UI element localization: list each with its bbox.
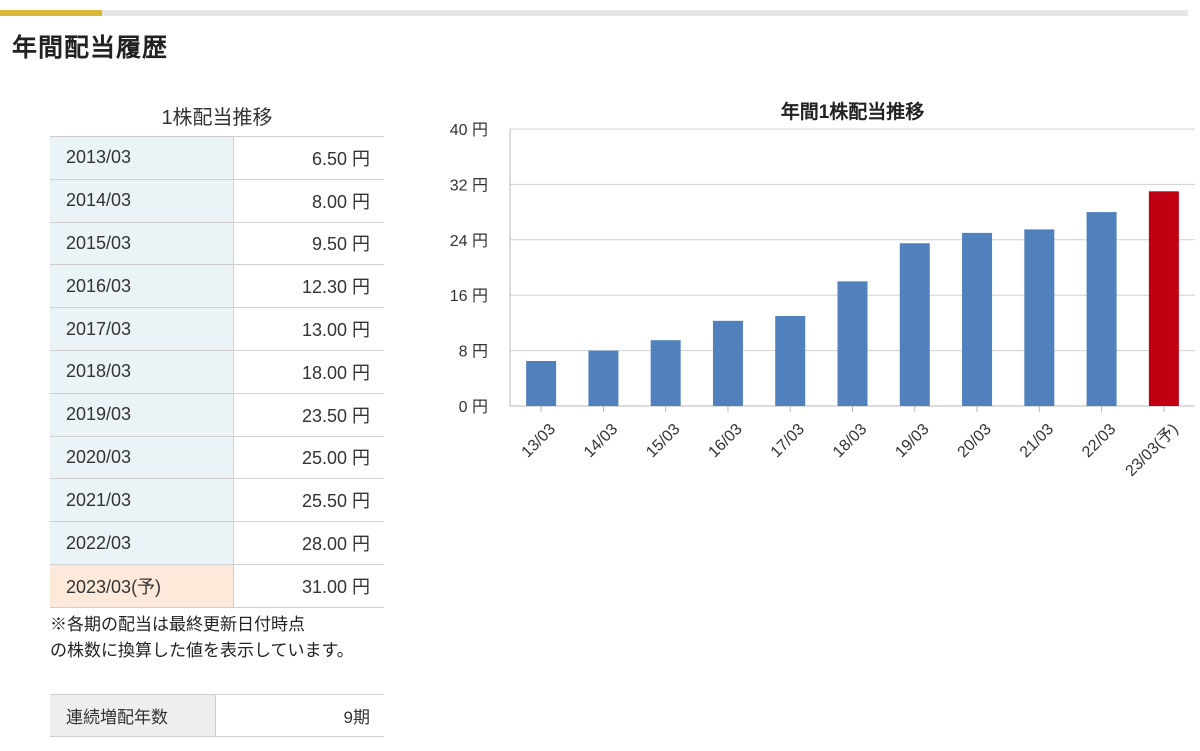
forecast-amount-cell: 31.00 円 xyxy=(233,563,384,608)
streak-label: 連続増配年数 xyxy=(50,694,216,737)
x-tick-label: 20/03 xyxy=(955,421,995,461)
period-cell: 2018/03 xyxy=(50,349,234,394)
dividend-increase-streak-table: 連続増配年数 9期 xyxy=(50,694,384,737)
table-row: 2015/03 9.50 円 xyxy=(50,221,384,266)
dividend-bar xyxy=(1086,212,1117,406)
y-tick-label: 32 円 xyxy=(450,177,488,194)
dividend-bar-chart: 年間1株配当推移 0 円 8 円 16 円 24 円 32 円 40 円 13/03 14/03… xyxy=(450,100,1195,480)
x-tick-label: 15/03 xyxy=(643,421,683,461)
amount-cell: 12.30 円 xyxy=(233,264,384,309)
y-tick-label: 16 円 xyxy=(450,288,488,305)
table-row: 2014/03 8.00 円 xyxy=(50,178,384,223)
y-tick-label: 40 円 xyxy=(450,122,488,139)
amount-cell: 6.50 円 xyxy=(233,136,384,180)
period-cell: 2020/03 xyxy=(50,435,234,480)
dividend-bar xyxy=(962,232,993,406)
chart-title: 年間1株配当推移 xyxy=(781,100,925,123)
x-tick-label: 13/03 xyxy=(519,421,559,461)
dividend-bar xyxy=(650,340,681,406)
y-tick-label: 8 円 xyxy=(459,344,488,361)
y-tick-label: 24 円 xyxy=(450,233,488,250)
dividend-bar xyxy=(1024,229,1055,406)
x-tick-label: 17/03 xyxy=(768,421,808,461)
dividend-table-panel: 1株配当推移 2013/03 6.50 円 2014/03 8.00 円 201… xyxy=(50,100,384,664)
amount-cell: 25.00 円 xyxy=(233,435,384,480)
amount-cell: 18.00 円 xyxy=(233,349,384,394)
amount-cell: 13.00 円 xyxy=(233,307,384,351)
dividend-chart: 年間1株配当推移 0 円 8 円 16 円 24 円 32 円 40 円 13/03 14/03… xyxy=(420,94,1200,494)
x-tick-label: 16/03 xyxy=(705,421,745,461)
period-cell: 2015/03 xyxy=(50,221,234,266)
section-rule xyxy=(0,10,1188,16)
x-tick-label: 21/03 xyxy=(1017,421,1057,461)
dividend-bar xyxy=(775,315,806,406)
section-rule-accent xyxy=(0,10,102,16)
amount-cell: 8.00 円 xyxy=(233,178,384,223)
page-title: 年間配当履歴 xyxy=(12,33,169,62)
table-row: 2016/03 12.30 円 xyxy=(50,264,384,309)
forecast-period-cell: 2023/03(予) xyxy=(50,563,234,608)
table-row: 2017/03 13.00 円 xyxy=(50,307,384,351)
period-cell: 2017/03 xyxy=(50,307,234,351)
table-row: 2013/03 6.50 円 xyxy=(50,136,384,180)
dividend-bar xyxy=(588,350,619,406)
period-cell: 2022/03 xyxy=(50,521,234,565)
amount-cell: 28.00 円 xyxy=(233,521,384,565)
forecast-dividend-bar xyxy=(1148,191,1179,406)
amount-cell: 25.50 円 xyxy=(233,478,384,523)
table-row: 2019/03 23.50 円 xyxy=(50,392,384,437)
table-row: 2020/03 25.00 円 xyxy=(50,435,384,480)
x-tick-label: 18/03 xyxy=(830,421,870,461)
table-row: 2021/03 25.50 円 xyxy=(50,478,384,523)
dividend-bar xyxy=(837,281,868,406)
period-cell: 2021/03 xyxy=(50,478,234,523)
period-cell: 2014/03 xyxy=(50,178,234,223)
x-tick-label: 14/03 xyxy=(581,421,621,461)
calculation-note: ※各期の配当は最終更新日付時点 の株数に換算した値を表示しています。 xyxy=(50,614,354,660)
x-tick-label: 23/03(予) xyxy=(1122,420,1182,480)
x-tick-label: 19/03 xyxy=(892,421,932,461)
streak-value: 9期 xyxy=(215,694,384,737)
dividend-bar xyxy=(526,360,557,406)
period-cell: 2013/03 xyxy=(50,136,234,180)
period-cell: 2016/03 xyxy=(50,264,234,309)
y-tick-label: 0 円 xyxy=(459,399,488,416)
dividend-history-table: 2013/03 6.50 円 2014/03 8.00 円 2015/03 9.… xyxy=(50,136,384,608)
amount-cell: 23.50 円 xyxy=(233,392,384,437)
amount-cell: 9.50 円 xyxy=(233,221,384,266)
period-cell: 2019/03 xyxy=(50,392,234,437)
dividend-bar xyxy=(899,243,930,406)
table-row: 2018/03 18.00 円 xyxy=(50,349,384,394)
table-title: 1株配当推移 xyxy=(161,107,273,129)
streak-row: 連続増配年数 9期 xyxy=(50,694,384,737)
dividend-bar xyxy=(712,320,743,406)
x-tick-label: 22/03 xyxy=(1079,421,1119,461)
table-row: 2022/03 28.00 円 xyxy=(50,521,384,565)
table-row-forecast: 2023/03(予) 31.00 円 xyxy=(50,563,384,608)
